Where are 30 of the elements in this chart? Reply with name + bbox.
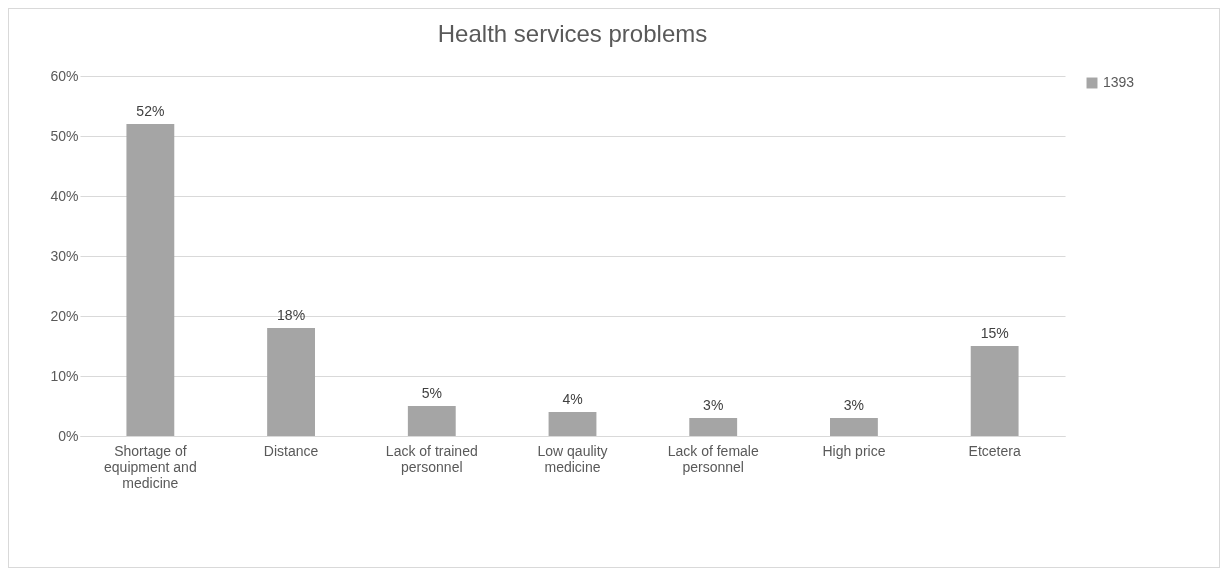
y-tick-label: 50% bbox=[50, 127, 79, 144]
x-tick-label: Distance bbox=[263, 442, 319, 459]
bar bbox=[689, 418, 738, 436]
bar bbox=[548, 412, 597, 436]
data-label: 3% bbox=[843, 397, 865, 413]
x-tick-label: Shortage of equipment and medicine bbox=[104, 442, 197, 491]
data-label: 3% bbox=[703, 397, 724, 413]
data-label: 52% bbox=[136, 103, 165, 119]
bar bbox=[267, 328, 315, 436]
x-tick-label: Low qaulity medicine bbox=[537, 442, 608, 475]
data-label: 18% bbox=[277, 307, 306, 323]
x-tick-label: Lack of trained personnel bbox=[385, 442, 478, 475]
legend-label: 1393 bbox=[1103, 74, 1135, 90]
y-tick-label: 60% bbox=[50, 67, 79, 84]
data-label: 15% bbox=[980, 325, 1009, 341]
data-label: 4% bbox=[562, 391, 583, 407]
y-tick-label: 30% bbox=[50, 247, 79, 264]
y-tick-label: 10% bbox=[50, 367, 79, 384]
x-tick-label: Etcetera bbox=[968, 442, 1021, 459]
x-tick-label: Lack of female personnel bbox=[667, 442, 759, 475]
chart-title: Health services problems bbox=[437, 20, 708, 47]
x-tick-label: High price bbox=[822, 442, 886, 459]
y-tick-label: 0% bbox=[58, 427, 79, 444]
bar bbox=[126, 124, 175, 436]
bar bbox=[407, 406, 456, 436]
data-label: 5% bbox=[421, 385, 442, 401]
bar bbox=[970, 346, 1019, 436]
bar bbox=[830, 418, 878, 436]
y-tick-label: 40% bbox=[50, 187, 79, 204]
y-tick-label: 20% bbox=[50, 307, 79, 324]
